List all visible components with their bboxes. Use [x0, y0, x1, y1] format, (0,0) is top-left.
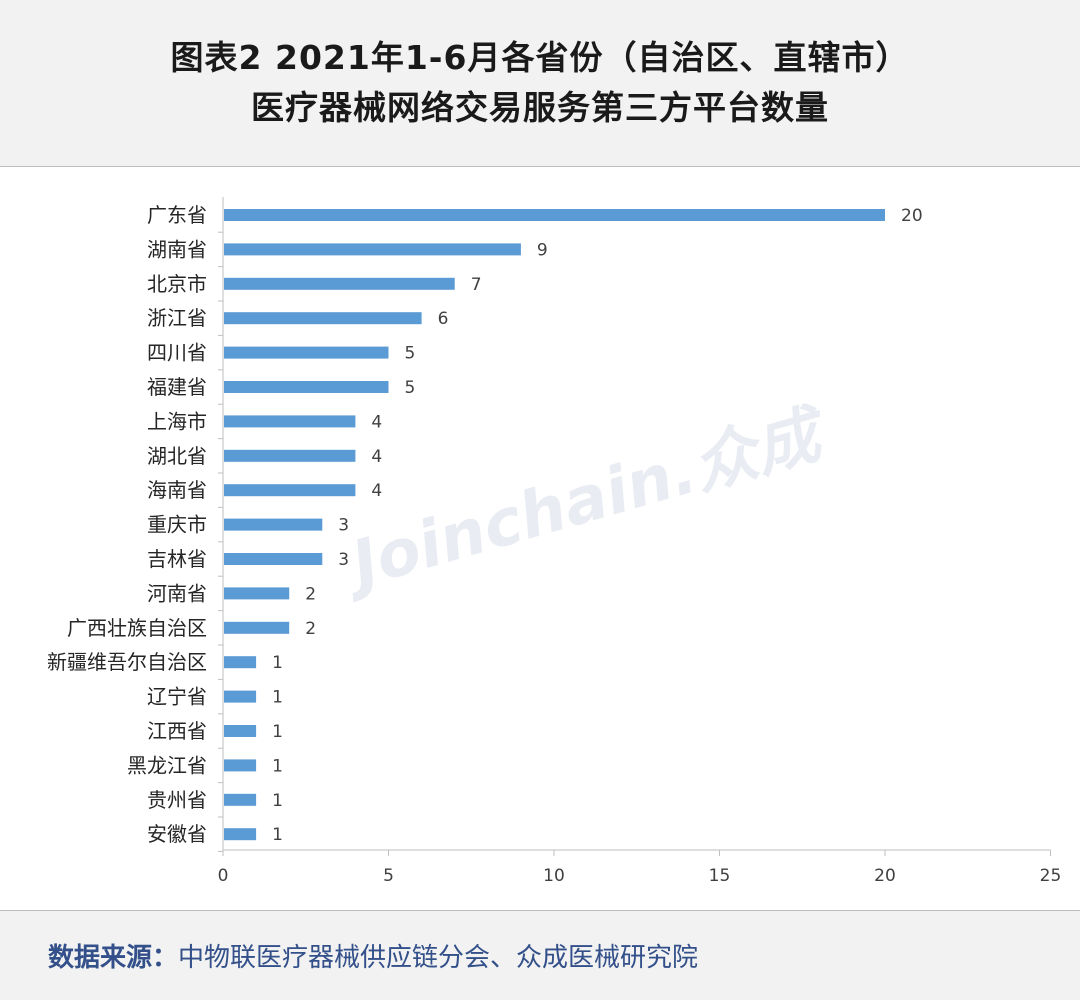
data-label: 7 — [471, 275, 482, 295]
x-tick-label: 5 — [383, 866, 394, 886]
data-label: 5 — [405, 344, 416, 364]
category-label: 安徽省 — [147, 822, 207, 846]
source-footer: 数据来源： 中物联医疗器械供应链分会、众成医械研究院 — [0, 911, 1080, 1000]
bar — [224, 243, 521, 256]
category-label: 黑龙江省 — [127, 753, 207, 777]
category-label: 福建省 — [147, 375, 207, 399]
data-label: 2 — [305, 584, 316, 604]
category-label: 四川省 — [147, 341, 207, 365]
data-label: 1 — [272, 825, 283, 845]
data-label: 4 — [371, 481, 382, 501]
data-label: 5 — [405, 378, 416, 398]
category-label: 湖南省 — [147, 237, 207, 261]
x-tick-label: 0 — [218, 866, 229, 886]
x-tick-label: 10 — [543, 866, 565, 886]
data-label: 1 — [272, 756, 283, 776]
source-label: 数据来源： — [48, 943, 179, 973]
bar — [224, 828, 257, 841]
category-label: 浙江省 — [147, 306, 207, 330]
x-tick-label: 25 — [1040, 866, 1062, 886]
bar — [224, 312, 422, 325]
category-label: 吉林省 — [147, 547, 207, 571]
bar — [224, 209, 885, 221]
category-label: 北京市 — [147, 272, 207, 296]
category-label: 重庆市 — [147, 513, 207, 537]
x-tick-label: 15 — [709, 866, 731, 886]
data-label: 3 — [338, 516, 349, 536]
category-label: 湖北省 — [147, 444, 207, 468]
chart-panel: 0 5 10 15 20 25 广东省 20 湖南省 9 北京市 7 浙江省 6 四川省 5 福建省 5 上海市 4 湖… — [0, 167, 1080, 911]
bar — [224, 759, 257, 772]
data-label: 6 — [438, 309, 449, 329]
bar — [224, 449, 356, 462]
bar — [224, 587, 290, 600]
x-tick-label: 20 — [874, 866, 896, 886]
bar — [224, 518, 323, 531]
category-label: 上海市 — [147, 409, 207, 433]
data-label: 20 — [901, 206, 923, 226]
data-label: 1 — [272, 791, 283, 811]
data-label: 1 — [272, 688, 283, 708]
chart-title-line2: 医疗器械网络交易服务第三方平台数量 — [251, 88, 829, 127]
bar — [224, 621, 290, 634]
data-label: 1 — [272, 722, 283, 742]
bar — [224, 346, 389, 359]
data-label: 4 — [371, 447, 382, 467]
category-label: 新疆维吾尔自治区 — [47, 650, 207, 674]
category-label: 辽宁省 — [147, 685, 207, 709]
bar — [224, 690, 257, 703]
data-label: 9 — [537, 240, 548, 260]
bar — [224, 381, 389, 393]
bar — [224, 484, 356, 497]
data-label: 3 — [338, 550, 349, 570]
category-label: 江西省 — [147, 719, 207, 743]
bar — [224, 277, 455, 290]
category-label: 河南省 — [147, 581, 207, 605]
bar — [224, 793, 257, 806]
bar — [224, 725, 257, 737]
bar — [224, 415, 356, 428]
bar — [224, 553, 323, 565]
category-label: 广西壮族自治区 — [67, 616, 207, 640]
chart-title-line1: 图表2 2021年1-6月各省份（自治区、直辖市） — [170, 38, 910, 77]
bar — [224, 656, 257, 669]
data-label: 4 — [371, 412, 382, 432]
category-label: 海南省 — [147, 478, 207, 502]
title-block: 图表2 2021年1-6月各省份（自治区、直辖市） 医疗器械网络交易服务第三方平… — [0, 0, 1080, 167]
source-text: 中物联医疗器械供应链分会、众成医械研究院 — [178, 943, 699, 973]
category-label: 贵州省 — [147, 788, 207, 812]
data-label: 2 — [305, 619, 316, 639]
bar-chart: 0 5 10 15 20 25 广东省 20 湖南省 9 北京市 7 浙江省 6 四川省 5 福建省 5 上海市 4 湖… — [47, 197, 1062, 886]
data-label: 1 — [272, 653, 283, 673]
category-label: 广东省 — [147, 203, 207, 227]
